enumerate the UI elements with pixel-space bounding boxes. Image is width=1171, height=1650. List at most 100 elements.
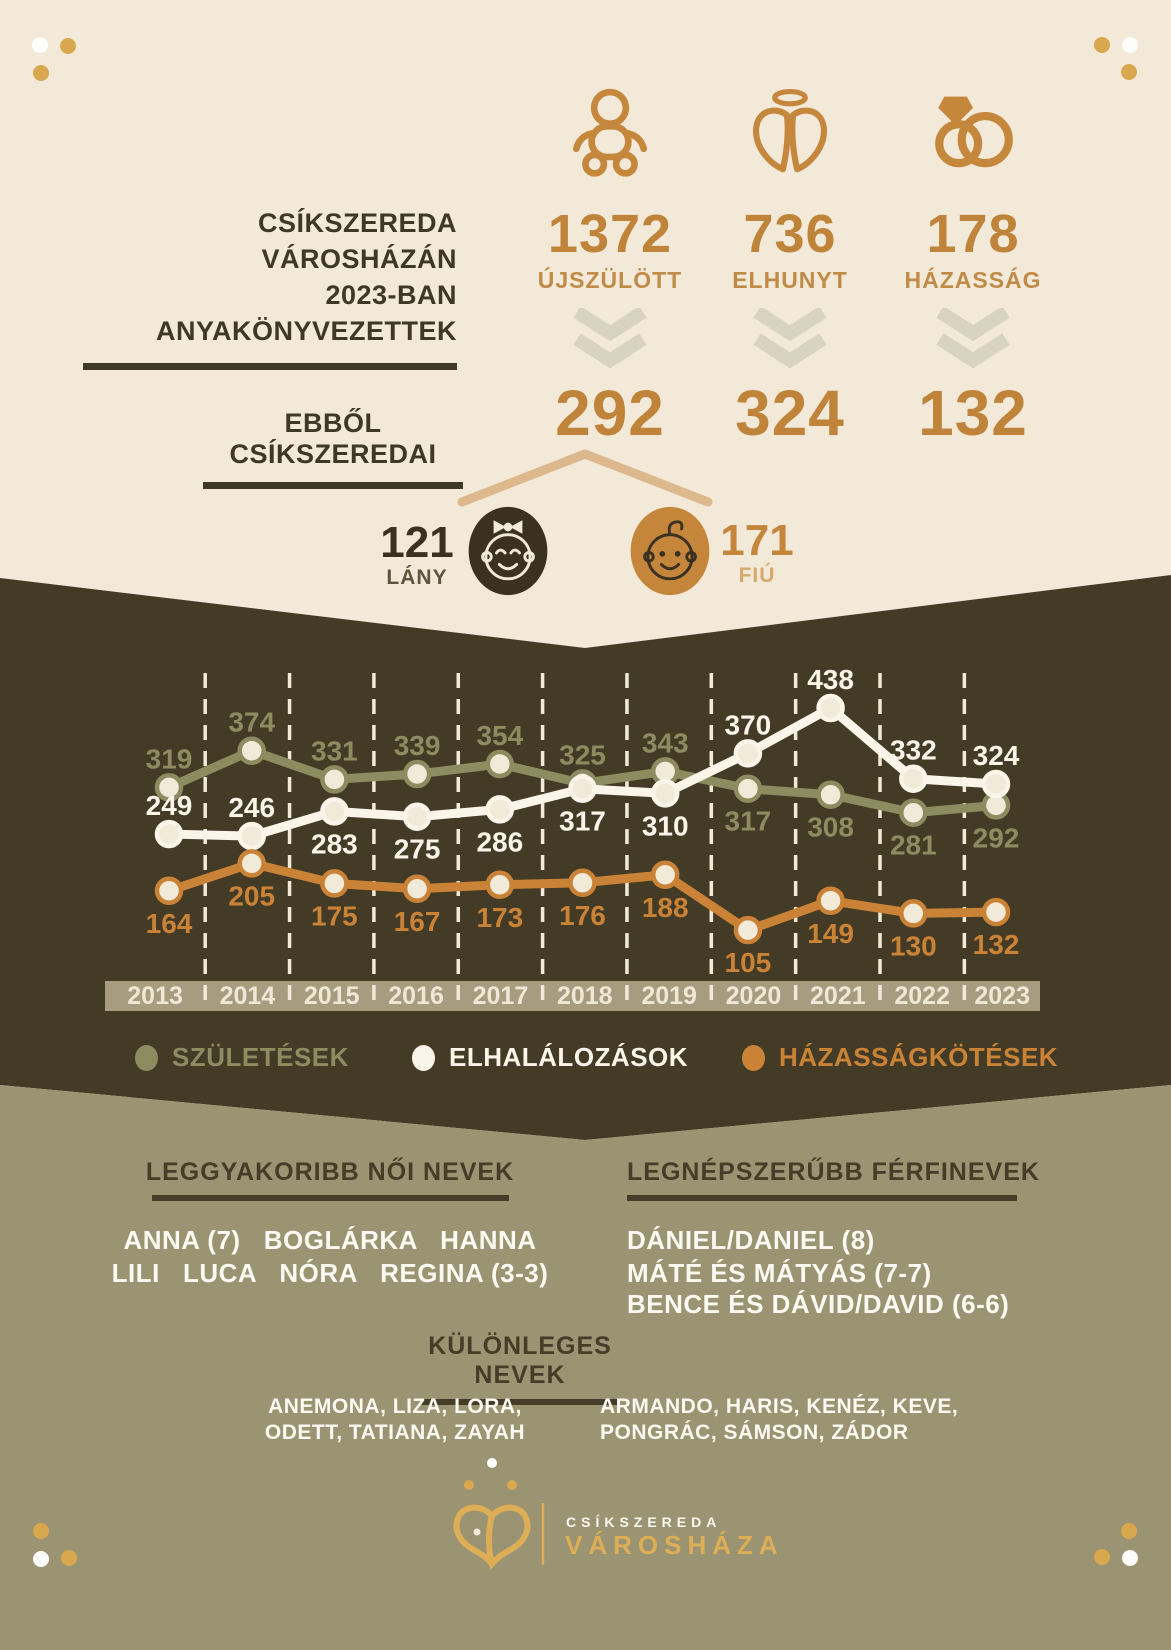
legend-item-births: SZÜLETÉSEK [135,1042,349,1073]
baby-girl-icon [468,506,548,596]
year-tick-label: 2022 [894,982,950,1010]
data-point [899,798,928,827]
year-tick-label: 2019 [641,982,697,1010]
newborns-local: 292 [555,377,665,449]
marriages-label: HÁZASSÁG [904,267,1042,293]
births-legend-label: SZÜLETÉSEK [172,1042,349,1072]
deceased-label: ELHUNYT [732,267,848,293]
data-point-label: 246 [228,792,275,823]
deceased-local: 324 [735,377,845,449]
legend-item-marriages: HÁZASSÁGKÖTÉSEK [742,1042,1058,1073]
footer-org-name-small: CSÍKSZEREDA [566,1514,722,1530]
header-subtitle: EBBŐL CSÍKSZEREDAI [203,408,463,489]
wedding-rings-icon [883,85,1063,185]
stat-card-deceased: 736 ELHUNYT 324 [700,85,880,485]
data-point [402,874,432,904]
header-subtitle-text: EBBŐL CSÍKSZEREDAI [229,408,437,469]
header-title-line1: CSÍKSZEREDA VÁROSHÁZÁN [257,208,457,274]
data-point-label: 343 [642,727,689,758]
data-point-label: 281 [890,830,937,861]
data-point-label: 374 [228,707,275,738]
female-names-section: LEGGYAKORIBB NŐI NEVEK ANNA (7) BOGLÁRKA… [110,1158,550,1289]
special-names-underline [422,1399,618,1405]
branch-connector [457,449,713,507]
marriages-legend-label: HÁZASSÁGKÖTÉSEK [779,1042,1059,1072]
female-names-heading: LEGGYAKORIBB NŐI NEVEK [145,1158,515,1186]
data-point-label: 317 [559,806,606,837]
data-point [485,870,515,900]
data-point-label: 167 [394,906,441,937]
deaths-legend-label: ELHALÁLOZÁSOK [449,1042,689,1072]
data-point [237,821,266,851]
data-point-label: 370 [725,709,772,740]
data-point [650,860,680,889]
data-point [733,739,763,768]
male-names-line3: BENCE ÉS DÁVID/DAVID (6-6) [627,1289,1010,1319]
data-point [154,819,184,849]
special-male-line1: ARMANDO, HARIS, KENÉZ, KEVE, [600,1395,959,1418]
special-female-line1: ANEMONA, LIZA, LORA, [268,1395,522,1418]
corner-dots-top-right-icon [1094,37,1138,80]
data-point-label: 292 [973,822,1020,853]
data-point-label: 149 [807,918,854,949]
newborns-total: 1372 [547,204,673,264]
data-point-label: 130 [890,930,937,961]
data-point [485,749,515,779]
header-title-underline [83,363,457,370]
data-point-label: 324 [973,740,1020,771]
city-hall-logo-icon [453,1458,531,1571]
year-axis-band [105,981,1040,1011]
year-tick-label: 2018 [557,982,613,1010]
year-tick-label: 2021 [810,982,866,1010]
male-names-line1: DÁNIEL/DANIEL (8) [627,1225,875,1255]
special-names-section: KÜLÖNLEGES NEVEK [395,1332,645,1405]
year-tick-label: 2014 [220,982,276,1010]
data-point [237,849,266,878]
data-point-label: 308 [807,812,854,843]
data-point [981,897,1011,927]
stat-card-newborns: 1372 ÚJSZÜLÖTT 292 [520,85,700,485]
female-names-underline [151,1195,509,1201]
data-point [733,774,763,803]
year-tick-label: 2013 [127,982,183,1010]
year-tick-label: 2020 [726,982,782,1010]
baby-icon [520,85,700,185]
data-point-label: 319 [146,743,193,774]
data-point-label: 188 [642,892,689,923]
footer-org-name-large: VÁROSHÁZA [565,1530,784,1560]
data-point [568,774,597,803]
year-tick-label: 2017 [473,982,529,1010]
data-point [899,764,928,793]
data-point-label: 176 [559,900,606,931]
girls-count: 121 [380,518,454,567]
data-point-label: 354 [476,720,523,751]
data-point-label: 331 [311,735,358,766]
data-point [320,797,349,826]
data-point [981,769,1011,799]
data-point [402,759,432,789]
data-point [154,773,184,802]
male-names-line2: MÁTÉ ÉS MÁTYÁS (7-7) [627,1258,932,1288]
data-point-label: 438 [807,664,854,695]
newborns-label: ÚJSZÜLÖTT [537,267,683,293]
deaths-legend-dot [412,1044,435,1071]
header-title: CSÍKSZEREDA VÁROSHÁZÁN 2023-BAN ANYAKÖNY… [60,205,457,370]
header-title-line2: 2023-BAN ANYAKÖNYVEZETTEK [155,280,457,346]
data-point-label: 339 [394,730,441,761]
marriages-local: 132 [918,377,1028,449]
double-chevron-down-icon [520,308,700,370]
data-point-label: 317 [725,806,772,837]
male-names-section: LEGNÉPSZERŰBB FÉRFINEVEK DÁNIEL/DANIEL (… [627,1158,1047,1320]
data-point-label: 249 [146,790,193,821]
data-point-label: 325 [559,739,606,770]
girls-label: LÁNY [386,566,448,589]
data-point [402,802,432,831]
data-point-label: 332 [890,735,937,766]
data-point [899,899,928,928]
marriages-legend-dot [742,1044,765,1071]
double-chevron-down-icon [700,308,880,370]
data-point-label: 173 [476,902,523,933]
data-point [237,736,266,765]
year-tick-label: 2023 [974,982,1030,1010]
